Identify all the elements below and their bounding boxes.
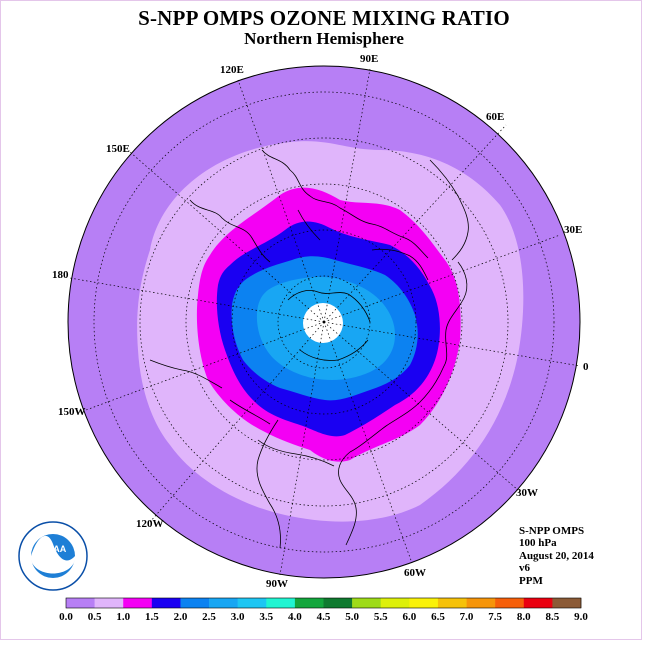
map-boundary <box>67 65 581 579</box>
lon-label-60e: 60E <box>486 111 504 123</box>
lon-label-120e: 120E <box>220 64 244 76</box>
info-level: 100 hPa <box>519 537 557 550</box>
info-units: PPM <box>519 574 543 587</box>
lon-label-120w: 120W <box>136 518 164 530</box>
lon-label-150w: 150W <box>58 406 86 418</box>
colorbar-tick-label: 7.0 <box>460 611 474 623</box>
colorbar-swatch <box>294 598 324 608</box>
colorbar-swatch <box>237 598 267 608</box>
colorbar-swatch <box>380 598 410 608</box>
colorbar-swatch <box>466 598 496 608</box>
colorbar-swatch <box>94 598 124 608</box>
colorbar-swatch <box>552 598 582 608</box>
noaa-logo: NOAA <box>18 521 88 591</box>
colorbar-tick-label: 2.0 <box>174 611 188 623</box>
colorbar-tick-label: 0.5 <box>88 611 102 623</box>
colorbar-tick-label: 0.0 <box>59 611 73 623</box>
lon-label-90w: 90W <box>266 578 288 590</box>
colorbar-tick-label: 8.0 <box>517 611 531 623</box>
colorbar-swatch <box>266 598 296 608</box>
lon-label-30w: 30W <box>516 487 538 499</box>
colorbar-swatch <box>66 598 95 608</box>
info-block: S-NPP OMPS 100 hPa August 20, 2014 v6 PP… <box>519 525 594 587</box>
colorbar-tick-label: 3.5 <box>259 611 273 623</box>
lon-label-180: 180 <box>52 269 69 281</box>
lon-label-60w: 60W <box>404 567 426 579</box>
colorbar-tick-label: 6.0 <box>402 611 416 623</box>
colorbar-tick-label: 1.5 <box>145 611 159 623</box>
graticule <box>69 68 581 576</box>
colorbar-tick-label: 2.5 <box>202 611 216 623</box>
colorbar-tick-label: 5.0 <box>345 611 359 623</box>
colorbar-swatch <box>209 598 238 608</box>
colorbar-swatch <box>523 598 553 608</box>
colorbar-swatch <box>437 598 467 608</box>
colorbar-swatch <box>151 598 181 608</box>
map-subtitle: Northern Hemisphere <box>244 29 404 48</box>
colorbar-tick-label: 1.0 <box>116 611 130 623</box>
colorbar-swatch <box>495 598 525 608</box>
colorbar: 0.0 0.5 1.0 1.5 2.0 2.5 3.0 3.5 4.0 4.5 5.0 5.5 6.0 6… <box>59 597 588 623</box>
colorbar-tick-label: 6.5 <box>431 611 445 623</box>
colorbar-tick-label: 7.5 <box>488 611 502 623</box>
lon-label-30e: 30E <box>564 224 582 236</box>
colorbar-swatch <box>123 598 153 608</box>
colorbar-swatch <box>352 598 382 608</box>
info-date: August 20, 2014 <box>519 549 594 562</box>
colorbar-swatch <box>323 598 353 608</box>
colorbar-tick-label: 4.5 <box>317 611 331 623</box>
colorbar-tick-label: 8.5 <box>546 611 560 623</box>
coastlines <box>149 149 469 549</box>
colorbar-swatch <box>180 598 210 608</box>
info-instrument: S-NPP OMPS <box>519 525 585 537</box>
lon-label-0: 0 <box>583 361 589 373</box>
lon-label-150e: 150E <box>106 143 130 155</box>
lon-label-90e: 90E <box>360 53 378 65</box>
colorbar-swatch <box>409 598 439 608</box>
info-version: v6 <box>519 562 530 575</box>
map-title: S-NPP OMPS OZONE MIXING RATIO <box>138 6 510 30</box>
colorbar-tick-label: 5.5 <box>374 611 388 623</box>
colorbar-border <box>65 597 582 609</box>
colorbar-tick-label: 9.0 <box>574 611 588 623</box>
noaa-logo-text: NOAA <box>40 544 67 554</box>
colorbar-tick-label: 3.0 <box>231 611 245 623</box>
colorbar-tick-label: 4.0 <box>288 611 302 623</box>
